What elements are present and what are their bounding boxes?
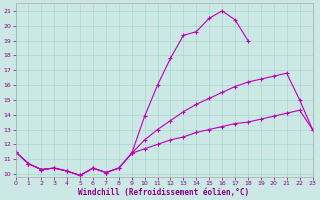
X-axis label: Windchill (Refroidissement éolien,°C): Windchill (Refroidissement éolien,°C)	[78, 188, 250, 197]
